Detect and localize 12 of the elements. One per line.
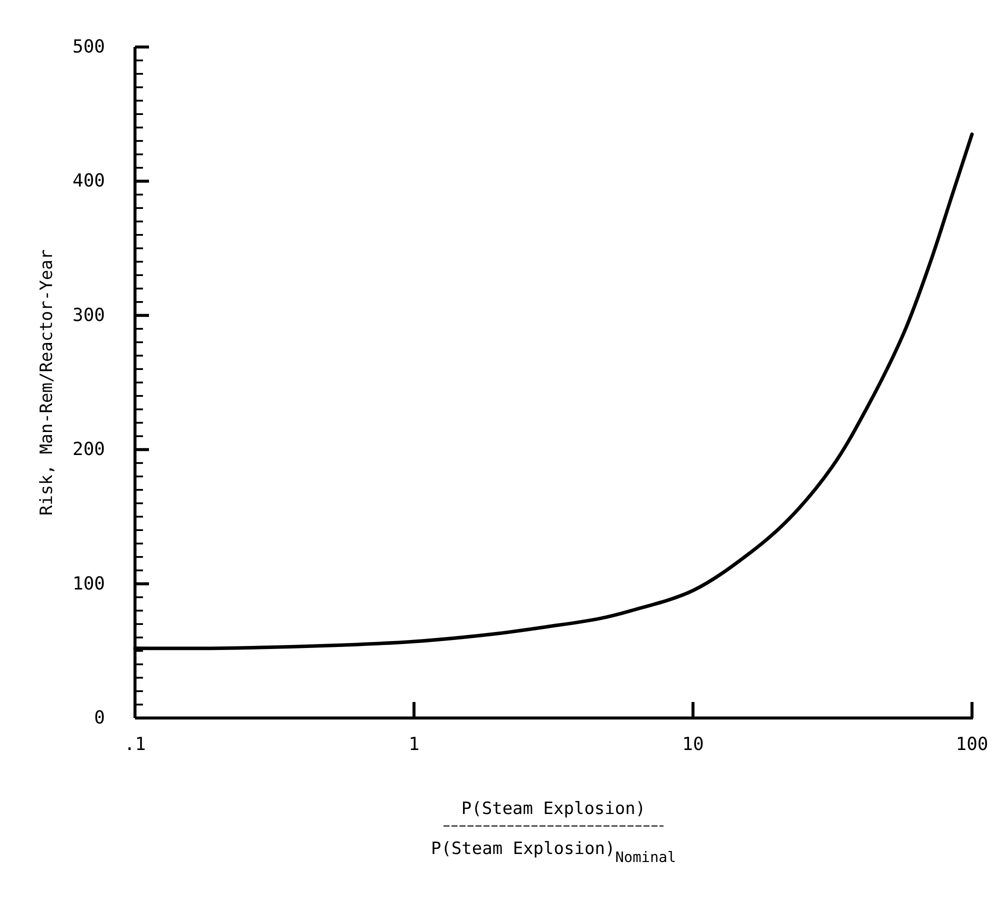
x-tick-label: 10 [682,734,704,755]
y-tick-label: 200 [72,439,105,460]
x-tick-label: .1 [124,734,146,755]
y-tick-label: 500 [72,36,105,58]
y-tick-label: 400 [72,170,105,192]
x-axis-title: P(Steam Explosion) P(Steam Explosion)$_{Nominal}$ [430,799,676,866]
y-tick-label: 100 [72,573,105,594]
x-tick-label: 1 [408,734,420,755]
y-axis-title: Risk, Man-Rem/Reactor-Year [37,249,57,516]
y-tick-label: 0 [94,708,105,728]
x-tick-label: 100 [956,734,988,755]
y-tick-label: 300 [72,304,105,326]
